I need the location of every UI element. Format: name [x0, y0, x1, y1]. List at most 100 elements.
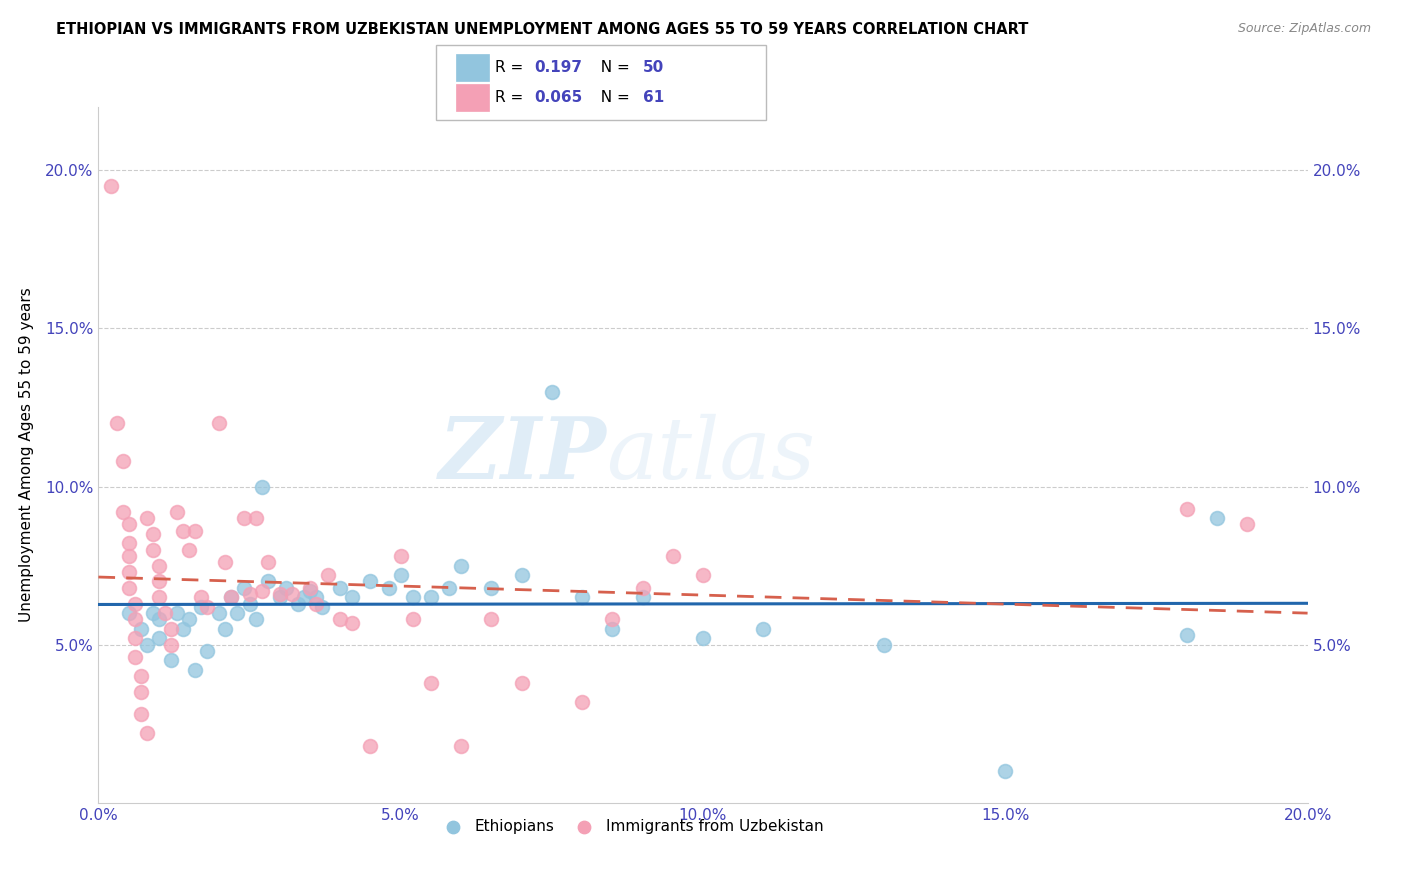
Point	[100, 179, 122, 194]
Point	[160, 653, 183, 667]
Point	[179, 612, 201, 626]
Point	[239, 597, 262, 611]
Point	[287, 597, 309, 611]
Text: N =: N =	[591, 61, 634, 75]
Point	[250, 479, 273, 493]
Point	[450, 739, 472, 753]
Point	[111, 505, 134, 519]
Point	[571, 591, 593, 605]
Point	[124, 632, 146, 646]
Point	[1206, 511, 1229, 525]
Point	[148, 612, 170, 626]
Point	[148, 591, 170, 605]
Point	[172, 622, 194, 636]
Text: 50: 50	[643, 61, 664, 75]
Point	[299, 581, 322, 595]
Point	[269, 591, 291, 605]
Point	[135, 726, 157, 740]
Point	[142, 527, 165, 541]
Point	[1175, 501, 1198, 516]
Point	[602, 612, 624, 626]
Y-axis label: Unemployment Among Ages 55 to 59 years: Unemployment Among Ages 55 to 59 years	[20, 287, 34, 623]
Point	[510, 675, 533, 690]
Point	[256, 574, 278, 589]
Legend: Ethiopians, Immigrants from Uzbekistan: Ethiopians, Immigrants from Uzbekistan	[432, 814, 830, 840]
Point	[402, 612, 425, 626]
Point	[450, 558, 472, 573]
Point	[226, 606, 249, 620]
Point	[481, 581, 503, 595]
Point	[214, 556, 236, 570]
Point	[239, 587, 262, 601]
Text: Source: ZipAtlas.com: Source: ZipAtlas.com	[1237, 22, 1371, 36]
Point	[124, 650, 146, 665]
Point	[692, 632, 714, 646]
Point	[221, 591, 243, 605]
Point	[752, 622, 775, 636]
Point	[160, 638, 183, 652]
Point	[631, 591, 654, 605]
Point	[190, 599, 212, 614]
Point	[148, 558, 170, 573]
Point	[245, 511, 267, 525]
Text: 0.197: 0.197	[534, 61, 582, 75]
Point	[269, 587, 291, 601]
Point	[994, 764, 1017, 779]
Point	[172, 524, 194, 538]
Text: atlas: atlas	[606, 414, 815, 496]
Point	[661, 549, 683, 563]
Point	[166, 606, 188, 620]
Point	[148, 574, 170, 589]
Point	[190, 591, 212, 605]
Point	[631, 581, 654, 595]
Text: R =: R =	[495, 61, 529, 75]
Point	[873, 638, 896, 652]
Point	[129, 707, 152, 722]
Point	[195, 599, 218, 614]
Point	[389, 568, 412, 582]
Point	[118, 536, 141, 550]
Point	[135, 511, 157, 525]
Point	[118, 606, 141, 620]
Point	[437, 581, 460, 595]
Point	[329, 612, 352, 626]
Point	[232, 511, 254, 525]
Point	[166, 505, 188, 519]
Point	[342, 615, 364, 630]
Point	[571, 695, 593, 709]
Point	[148, 632, 170, 646]
Text: R =: R =	[495, 90, 529, 104]
Point	[118, 517, 141, 532]
Point	[118, 549, 141, 563]
Point	[208, 417, 231, 431]
Text: ETHIOPIAN VS IMMIGRANTS FROM UZBEKISTAN UNEMPLOYMENT AMONG AGES 55 TO 59 YEARS C: ETHIOPIAN VS IMMIGRANTS FROM UZBEKISTAN …	[56, 22, 1029, 37]
Point	[214, 622, 236, 636]
Point	[420, 591, 443, 605]
Point	[305, 591, 328, 605]
Point	[232, 581, 254, 595]
Point	[124, 612, 146, 626]
Point	[305, 597, 328, 611]
Point	[118, 565, 141, 579]
Point	[692, 568, 714, 582]
Point	[540, 384, 562, 399]
Point	[129, 669, 152, 683]
Point	[481, 612, 503, 626]
Point	[377, 581, 399, 595]
Point	[184, 524, 207, 538]
Point	[420, 675, 443, 690]
Point	[135, 638, 157, 652]
Point	[160, 622, 183, 636]
Point	[360, 574, 382, 589]
Point	[129, 685, 152, 699]
Text: N =: N =	[591, 90, 634, 104]
Point	[179, 542, 201, 557]
Point	[1175, 628, 1198, 642]
Point	[245, 612, 267, 626]
Point	[1236, 517, 1258, 532]
Point	[184, 663, 207, 677]
Point	[142, 542, 165, 557]
Point	[118, 581, 141, 595]
Point	[299, 583, 322, 598]
Point	[129, 622, 152, 636]
